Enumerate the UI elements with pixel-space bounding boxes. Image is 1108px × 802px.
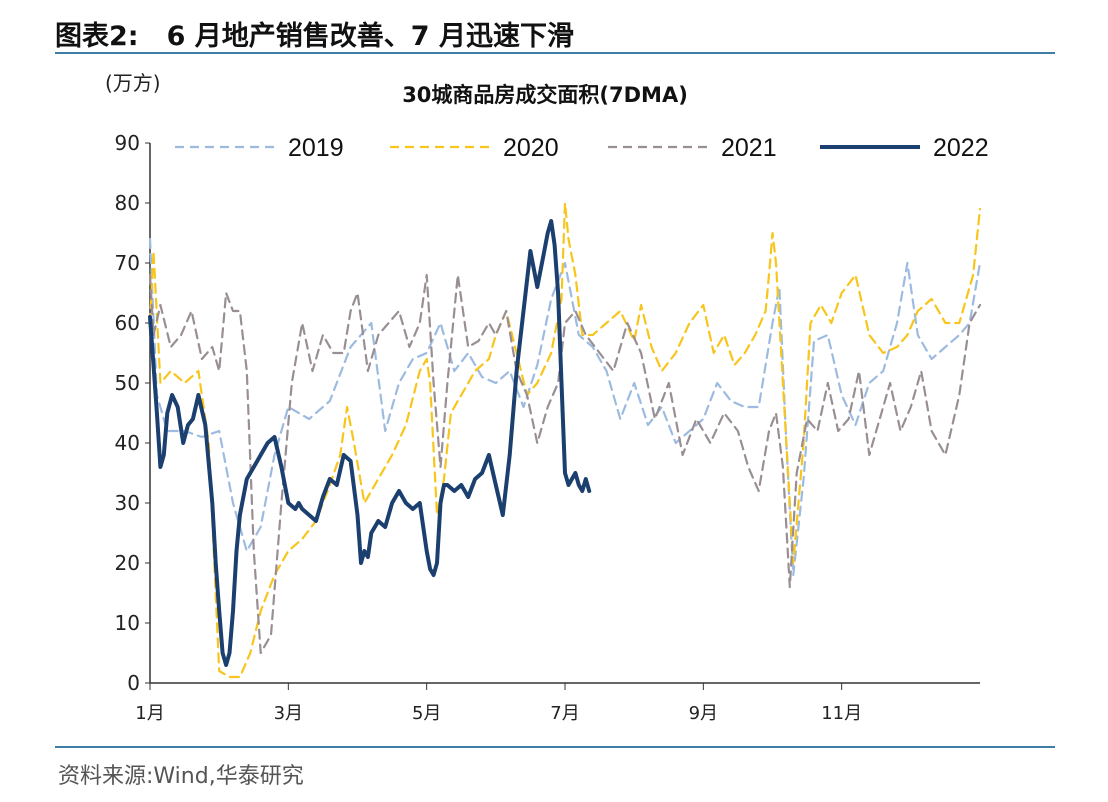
source-note: 资料来源:Wind,华泰研究: [58, 764, 304, 789]
unit-label: (万方): [105, 71, 161, 95]
x-tick-label: 3月: [274, 703, 303, 724]
series-lines: [148, 201, 982, 679]
x-tick-label: 11月: [821, 703, 862, 724]
x-tick-label: 9月: [689, 703, 718, 724]
legend-label-2022: 2022: [933, 134, 989, 162]
top-rule: [55, 52, 1055, 54]
legend-label-2019: 2019: [288, 134, 344, 162]
legend-label-2021: 2021: [721, 134, 777, 162]
series-line-2021: [148, 273, 982, 655]
chart-title: 30城商品房成交面积(7DMA): [402, 83, 688, 107]
x-tick-label: 1月: [135, 703, 164, 724]
y-tick-label: 80: [115, 191, 140, 215]
figure-title-text: 6 月地产销售改善、7 月迅速下滑: [166, 21, 574, 52]
series-line-2022: [148, 219, 592, 667]
y-tick-label: 70: [115, 251, 140, 275]
legend-label-2020: 2020: [503, 134, 559, 162]
x-tick-label: 5月: [412, 703, 441, 724]
x-tick-label: 7月: [550, 703, 579, 724]
series-line-2020: [148, 201, 982, 679]
y-tick-label: 60: [115, 311, 140, 335]
axes: 0 10 20 30 40 50 60 70 80 90 1月 3月 5月 7月 9月 11月: [115, 131, 980, 724]
y-tick-label: 50: [115, 371, 140, 395]
y-tick-label: 90: [115, 131, 140, 155]
bottom-rule: [55, 746, 1055, 748]
legend: 2019 2020 2021 2022: [175, 134, 989, 162]
figure-title: 图表2: 6 月地产销售改善、7 月迅速下滑: [55, 14, 574, 53]
figure-label: 图表2:: [55, 21, 139, 52]
y-tick-label: 10: [115, 611, 140, 635]
y-tick-label: 0: [127, 671, 140, 695]
y-tick-label: 30: [115, 491, 140, 515]
y-tick-label: 40: [115, 431, 140, 455]
series-line-2019: [148, 237, 982, 577]
y-tick-label: 20: [115, 551, 140, 575]
